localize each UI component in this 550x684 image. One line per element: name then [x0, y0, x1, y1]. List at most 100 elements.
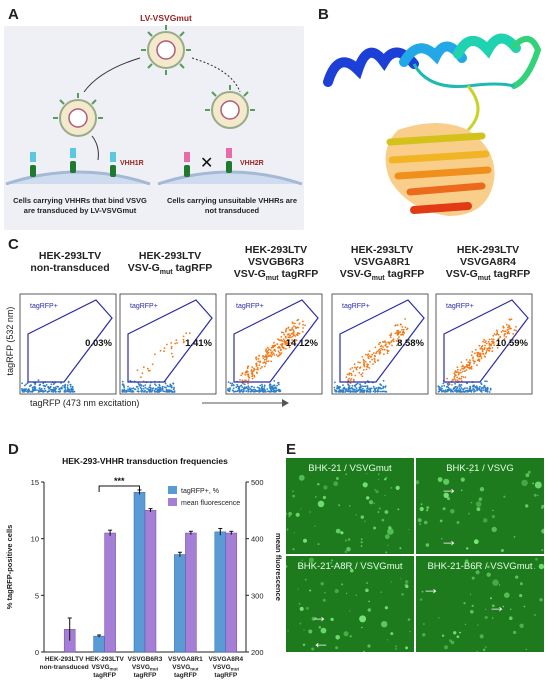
flow-event-positive — [387, 341, 390, 344]
flow-event-positive — [400, 323, 402, 326]
flow-event-negative — [345, 388, 348, 390]
flow-event-positive — [255, 365, 258, 367]
flow-event-negative — [51, 390, 54, 393]
flow-event-negative — [155, 387, 157, 390]
flow-event-negative — [25, 388, 27, 390]
flow-event-positive — [286, 339, 289, 341]
flow-event-positive — [350, 372, 353, 375]
flow-event-negative — [368, 388, 371, 391]
flow-event-negative — [351, 390, 354, 393]
flow-event-positive — [141, 372, 144, 374]
flow-event-negative — [164, 382, 167, 385]
flow-event-positive — [266, 357, 268, 359]
flow-event-negative — [272, 384, 275, 387]
flow-event-positive — [451, 384, 453, 386]
flow-event-negative — [166, 384, 169, 387]
flow-event-negative — [254, 388, 256, 391]
flow-event-negative — [155, 384, 157, 387]
flow-event-negative — [277, 383, 280, 386]
flow-event-positive — [390, 332, 393, 335]
flow-event-positive — [188, 332, 191, 334]
panel-label-c: C — [8, 236, 19, 253]
flow-title-3: HEK-293LTV VSVGB6R3 VSV-Gmut tagRFP — [233, 244, 319, 283]
flow-event-negative — [25, 383, 27, 386]
flow-event-positive — [170, 347, 173, 350]
flow-event-negative — [379, 383, 382, 386]
flow-event-negative — [484, 380, 486, 383]
flow-event-positive — [368, 355, 371, 357]
flow-event-positive — [482, 340, 484, 343]
flow-event-positive — [266, 353, 269, 355]
flow-event-negative — [227, 389, 229, 392]
flow-event-positive — [348, 374, 351, 376]
flow-event-positive — [288, 346, 291, 349]
flow-event-positive — [257, 360, 260, 363]
receptor-left-icon — [30, 148, 116, 177]
flow-event-positive — [496, 346, 499, 349]
flow-event-positive — [366, 354, 369, 356]
flow-event-positive — [476, 351, 479, 354]
flow-event-positive — [454, 379, 457, 381]
flow-event-positive — [267, 349, 270, 351]
flow-event-positive — [368, 350, 371, 353]
flow-event-negative — [138, 383, 140, 386]
flow-event-positive — [140, 376, 142, 379]
flow-event-negative — [460, 387, 463, 389]
flow-event-negative — [384, 390, 386, 393]
arrow-left-icon — [83, 57, 141, 93]
flow-event-positive — [345, 376, 348, 379]
flow-event-negative — [366, 385, 369, 388]
flow-event-positive — [465, 359, 468, 361]
flow-event-positive — [496, 331, 499, 333]
flow-event-negative — [136, 386, 139, 388]
flow-event-positive — [362, 361, 365, 364]
x-tick-label: HEK-293LTV — [45, 656, 84, 663]
virus-right-icon — [205, 85, 255, 129]
flow-event-negative — [480, 390, 482, 393]
flow-event-positive — [353, 366, 356, 369]
flow-event-positive — [372, 363, 374, 365]
flow-event-positive — [500, 331, 503, 333]
flow-event-negative — [140, 389, 143, 392]
flow-event-positive — [467, 361, 470, 363]
flow-cytometry-plots: tagRFP+ 0.03% tagRFP+ 1.41% tagRFP+ 14.12% tag… — [19, 293, 533, 395]
y-tick-label: 15 — [31, 478, 39, 487]
flow-event-negative — [149, 384, 152, 387]
flow-event-negative — [451, 390, 454, 392]
flow-event-positive — [182, 338, 185, 341]
flow-event-positive — [241, 372, 244, 374]
flow-event-positive — [302, 323, 304, 326]
flow-event-positive — [493, 344, 495, 346]
flow-event-positive — [397, 333, 400, 335]
flow-event-positive — [298, 323, 301, 325]
flow-event-positive — [509, 327, 511, 330]
flow-event-positive — [480, 347, 483, 349]
flow-event-negative — [138, 384, 141, 387]
flow-event-positive — [456, 379, 459, 381]
legend-swatch — [168, 498, 177, 506]
flow-event-negative — [455, 389, 458, 392]
flow-event-negative — [71, 390, 73, 393]
flow-event-positive — [270, 360, 273, 363]
flow-event-negative — [479, 385, 481, 388]
flow-event-negative — [460, 384, 463, 386]
flow-event-positive — [293, 322, 296, 325]
flow-event-negative — [443, 390, 446, 393]
flow-event-negative — [261, 383, 263, 386]
bar-mean-fluorescence — [225, 532, 238, 653]
flow-event-negative — [231, 384, 233, 387]
flow-event-positive — [366, 365, 368, 368]
flow-event-positive — [497, 340, 500, 342]
flow-event-positive — [294, 326, 297, 328]
flow-event-positive — [457, 373, 460, 376]
flow-event-positive — [291, 326, 294, 329]
flow-event-negative — [69, 385, 72, 388]
flow-event-negative — [473, 388, 475, 391]
micro-image-2: BHK-21 / VSVG → → — [416, 458, 544, 554]
flow-event-negative — [34, 389, 37, 392]
y2-tick-label: 300 — [251, 591, 264, 600]
flow-title-2: HEK-293LTV VSV-Gmut tagRFP — [127, 250, 213, 277]
flow-event-negative — [478, 387, 480, 390]
flow-event-negative — [159, 390, 162, 392]
flow-event-positive — [465, 369, 468, 371]
